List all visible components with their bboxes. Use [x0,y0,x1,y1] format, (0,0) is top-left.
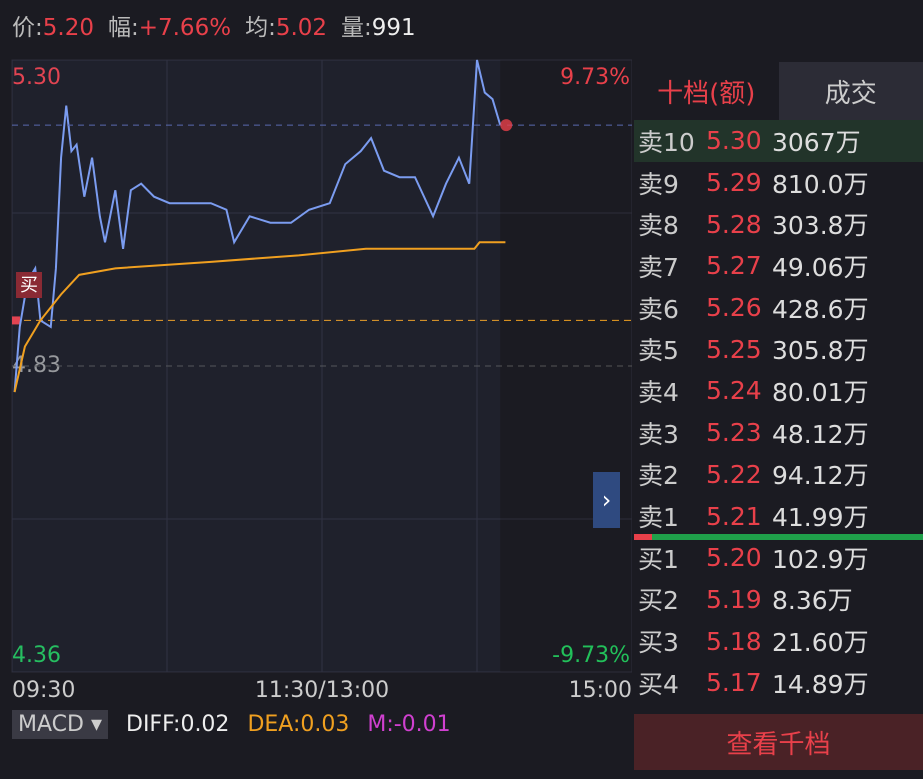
buy-marker-bg [16,272,42,298]
order-volume: 3067万 [772,127,861,157]
order-level: 卖7 [638,252,679,282]
x-tick-label: 15:00 [569,678,632,703]
divider [634,533,923,540]
order-price: 5.28 [706,209,762,239]
order-row: 卖2 5.22 94.12万 [634,454,923,496]
order-volume: 41.99万 [772,503,869,533]
quote-value: 991 [371,15,416,41]
indicator-value: DEA:0.03 [247,712,350,737]
cost-marker [12,316,20,325]
x-tick-label: 11:30/13:00 [255,678,389,703]
buy-marker: 买 [20,275,38,296]
series-line [13,241,506,393]
quote-label: 幅: [107,15,139,41]
indicator-label: MACD [18,712,84,737]
y2-tick-label: 9.73% [560,65,630,90]
order-rows: 卖10 5.30 3067万卖9 5.29 810.0万卖8 5.28 303.8万卖7 5.… [634,120,923,704]
order-volume: 21.60万 [772,628,869,658]
order-row: 卖1 5.21 41.99万 [634,495,923,537]
order-row: 卖7 5.27 49.06万 [634,245,923,287]
order-level: 买4 [638,669,679,699]
order-volume: 810.0万 [772,169,869,199]
last-price-dot [500,119,513,132]
order-level: 卖8 [638,211,679,241]
quote-value: 5.02 [275,15,328,41]
tabs: 十档(额) 成交 [634,62,923,120]
chart: 5.304.834.369.73%-9.73%09:30 11:30/13:00 1… [11,59,632,703]
quote-header: 价:5.20 幅:+7.66% 均:5.02 量:991 [12,8,430,42]
order-row: 买3 5.18 21.60万 [634,620,923,662]
order-level: 卖4 [638,377,679,407]
order-row: 卖3 5.23 48.12万 [634,412,923,454]
order-level: 买3 [638,628,679,658]
quote-value: 5.20 [42,15,94,41]
order-row: 卖8 5.28 303.8万 [634,203,923,245]
order-row: 买2 5.19 8.36万 [634,579,923,621]
y2-tick-label: -9.73% [552,643,630,668]
tab[interactable]: 十档(额) [657,78,756,109]
quote-label: 均: [245,15,276,41]
quote-value: +7.66% [138,15,232,41]
order-price: 5.17 [706,668,762,698]
y-tick-label: 4.36 [12,643,61,668]
order-volume: 14.89万 [772,669,869,699]
order-row: 买4 5.17 14.89万 [634,662,923,704]
order-level: 卖3 [638,419,679,449]
order-price: 5.26 [706,293,762,323]
order-volume: 102.9万 [772,544,869,574]
indicator-bar: MACD ▾ DIFF:0.02 DEA:0.03 M:-0.01 [12,710,451,739]
order-row: 卖5 5.25 305.8万 [634,328,923,370]
order-volume: 428.6万 [772,294,869,324]
indicator-name[interactable]: MACD ▾ [12,710,108,739]
order-row: 买1 5.20 102.9万 [634,537,923,579]
order-volume: 8.36万 [772,586,853,616]
order-volume: 80.01万 [772,377,869,407]
order-level: 卖10 [638,127,695,157]
indicator-value: DIFF:0.02 [126,712,230,737]
order-row: 卖10 5.30 3067万 [634,120,923,162]
expand-button[interactable]: › [593,472,620,528]
quote-label: 价: [12,15,43,41]
quote-label: 量: [341,15,372,41]
order-price: 5.30 [706,126,762,156]
order-level: 买1 [638,544,679,574]
order-volume: 49.06万 [772,252,869,282]
order-price: 5.29 [706,168,762,198]
tab[interactable]: 成交 [778,62,923,120]
indicator-value: M:-0.01 [367,712,451,737]
order-level: 买2 [638,586,679,616]
series-line [13,59,502,393]
order-price: 5.23 [706,418,762,448]
order-volume: 305.8万 [772,336,869,366]
order-level: 卖5 [638,336,679,366]
order-volume: 48.12万 [772,419,869,449]
order-level: 卖9 [638,169,679,199]
view-depth-button[interactable]: 查看千档 [634,714,923,770]
divider-mark [634,533,652,540]
order-row: 卖9 5.29 810.0万 [634,162,923,204]
order-volume: 303.8万 [772,211,869,241]
order-price: 5.22 [706,459,762,489]
order-price: 5.19 [706,584,762,614]
x-tick-label: 09:30 [12,678,75,703]
order-level: 卖6 [638,294,679,324]
order-row: 卖6 5.26 428.6万 [634,287,923,329]
order-price: 5.21 [706,501,762,531]
order-price: 5.25 [706,334,762,364]
y-tick-label: 5.30 [12,65,61,90]
order-price: 5.27 [706,251,762,281]
order-price: 5.20 [706,543,762,573]
order-book: 十档(额) 成交 卖10 5.30 3067万卖9 5.29 810.0万卖8 5.28 3… [634,62,923,704]
session-shade [12,60,501,672]
order-volume: 94.12万 [772,461,869,491]
order-price: 5.18 [706,626,762,656]
order-level: 卖2 [638,461,679,491]
order-level: 卖1 [638,503,679,533]
order-price: 5.24 [706,376,762,406]
order-row: 卖4 5.24 80.01万 [634,370,923,412]
